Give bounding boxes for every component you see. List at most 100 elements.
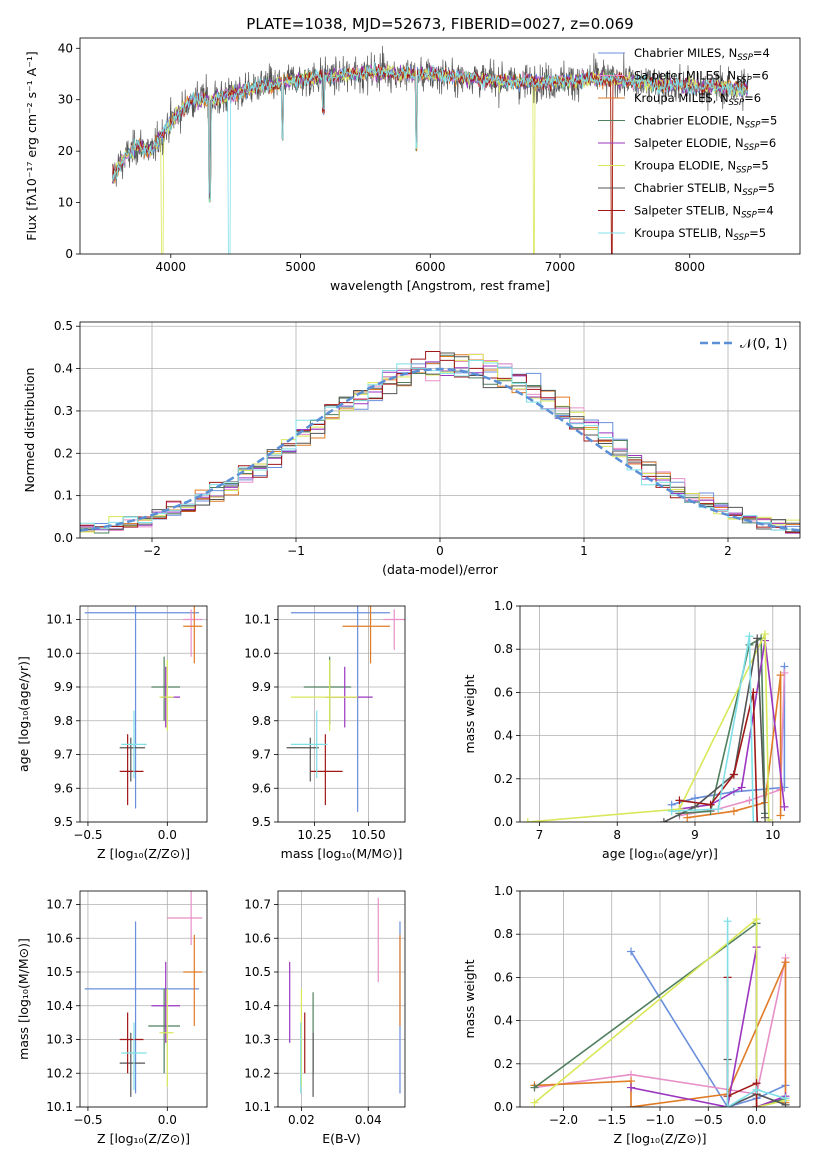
axes-frame <box>519 890 801 1108</box>
x-tick-label: −1.0 <box>645 1113 674 1127</box>
y-tick-label: 30 <box>58 93 73 107</box>
y-tick-label: 0.0 <box>494 1100 513 1114</box>
figure-title: PLATE=1038, MJD=52673, FIBERID=0027, z=0… <box>246 15 633 33</box>
weight-marker <box>523 818 532 822</box>
y-tick-label: 10.4 <box>46 999 73 1013</box>
weight-marker <box>723 1103 732 1107</box>
y-axis-label: Flux [fλ10⁻¹⁷ erg cm⁻² s⁻¹ A⁻¹] <box>24 51 39 240</box>
y-tick-label: 10.7 <box>244 898 271 912</box>
weight-marker <box>781 958 790 967</box>
x-tick-label: 0.0 <box>158 1113 177 1127</box>
weight-line <box>679 692 758 822</box>
axes-frame <box>277 605 406 823</box>
y-tick-label: 0.6 <box>494 970 513 984</box>
y-tick-label: 10.1 <box>244 1100 271 1114</box>
x-tick-label: −2 <box>143 544 161 558</box>
weight-line <box>671 636 755 822</box>
y-tick-label: 10.2 <box>46 1066 73 1080</box>
weight-marker <box>761 813 769 822</box>
legend-series-name: Salpeter MILES, N <box>634 69 736 83</box>
weight-marker <box>714 805 723 814</box>
normal-curve <box>80 367 800 532</box>
x-tick-label: 0 <box>436 544 444 558</box>
weight-marker <box>675 796 684 805</box>
x-tick-label: −1 <box>287 544 305 558</box>
axes-frame <box>79 605 208 823</box>
weight-marker <box>627 1083 636 1092</box>
y-tick-label: 9.6 <box>252 781 271 795</box>
y-tick-label: 10.7 <box>46 898 73 912</box>
y-axis-label: Normed distribution <box>22 368 37 493</box>
y-tick-label: 10.2 <box>244 1066 271 1080</box>
y-tick-label: 9.5 <box>252 815 271 829</box>
x-axis-label: E(B-V) <box>322 1131 361 1146</box>
weight-marker <box>706 800 715 809</box>
y-tick-label: 0.4 <box>494 729 513 743</box>
x-axis-label: mass [log₁₀(M/M⊙)] <box>281 846 403 861</box>
axes-frame <box>79 37 801 255</box>
x-tick-label: −1.5 <box>597 1113 626 1127</box>
weight-line <box>630 951 786 1107</box>
x-tick-label: 8 <box>613 828 621 842</box>
x-axis-label: (data-model)/error <box>382 562 499 577</box>
weight-marker <box>753 818 762 822</box>
weight-marker <box>530 1098 539 1107</box>
weight-marker <box>761 630 769 639</box>
y-axis-label: age [log₁₀(age/yr)] <box>16 656 31 772</box>
legend-subscript: SSP <box>736 166 752 176</box>
weight-marker <box>749 818 758 822</box>
plot-area <box>289 897 401 1097</box>
panel-age-vs-mass: 10.25 10.50 9.5 9.6 9.7 9.8 9.9 10.0 10.1 mass [l… <box>244 605 406 861</box>
y-tick-label: 10.5 <box>244 965 271 979</box>
legend-nssp: =5 <box>758 181 775 195</box>
x-tick-label: 7000 <box>545 260 576 274</box>
weight-marker <box>764 815 773 822</box>
y-tick-label: 1.0 <box>494 884 513 898</box>
x-tick-label: 7 <box>536 828 544 842</box>
legend-label: Chabrier ELODIE, NSSP=5 <box>634 114 777 131</box>
spectrum-line <box>112 64 748 254</box>
legend-series-name: Salpeter STELIB, N <box>634 204 741 218</box>
y-tick-label: 10.1 <box>46 613 73 627</box>
x-axis-label: Z [log₁₀(Z/Z⊙)] <box>97 1131 190 1146</box>
weight-marker <box>627 1103 636 1107</box>
y-tick-label: 10.1 <box>46 1100 73 1114</box>
y-tick-label: 1.0 <box>494 599 513 613</box>
x-tick-label: 0.04 <box>355 1113 382 1127</box>
x-tick-label: 5000 <box>285 260 316 274</box>
y-tick-label: 0.4 <box>54 362 73 376</box>
y-tick-label: 0.8 <box>494 927 513 941</box>
weight-marker <box>659 818 668 822</box>
x-tick-label: 10 <box>765 828 780 842</box>
axes-frame <box>519 605 801 823</box>
x-tick-label: 10.50 <box>351 828 385 842</box>
panel-weight-vs-age: 7 8 9 10 0.0 0.2 0.4 0.6 0.8 1.0 age [log₁₀(age/yr… <box>462 599 801 861</box>
y-tick-label: 9.8 <box>54 714 73 728</box>
weight-marker <box>745 632 754 641</box>
y-tick-label: 0.3 <box>54 404 73 418</box>
y-axis-label: mass weight <box>462 959 477 1038</box>
legend-subscript: SSP <box>741 211 757 221</box>
weight-marker <box>627 947 636 956</box>
weight-marker <box>723 917 732 926</box>
y-axis-label: mass [log₁₀(M/M⊙)] <box>16 938 31 1060</box>
legend-subscript: SSP <box>742 188 758 198</box>
legend-subscript: SSP <box>737 53 753 63</box>
legend-subscript: SSP <box>745 121 761 131</box>
weight-marker <box>780 668 789 677</box>
x-axis-label: Z [log₁₀(Z/Z⊙)] <box>97 846 190 861</box>
legend-subscript: SSP <box>734 233 750 243</box>
legend-nssp: =6 <box>752 69 769 83</box>
legend-label: Kroupa MILES, NSSP=6 <box>634 91 761 108</box>
legend-series-name: Chabrier MILES, N <box>634 46 737 60</box>
x-axis-label: Z [log₁₀(Z/Z⊙)] <box>614 1131 707 1146</box>
weight-marker <box>752 1103 761 1107</box>
y-tick-label: 10 <box>58 196 73 210</box>
weight-marker <box>776 671 785 680</box>
plot-area <box>530 915 790 1107</box>
y-tick-label: 0.2 <box>494 1057 513 1071</box>
legend: 𝒩(0, 1) <box>700 337 787 352</box>
y-tick-label: 0.0 <box>54 531 73 545</box>
x-tick-label: −0.5 <box>73 1113 102 1127</box>
legend-series-name: Kroupa ELODIE, N <box>634 159 736 173</box>
